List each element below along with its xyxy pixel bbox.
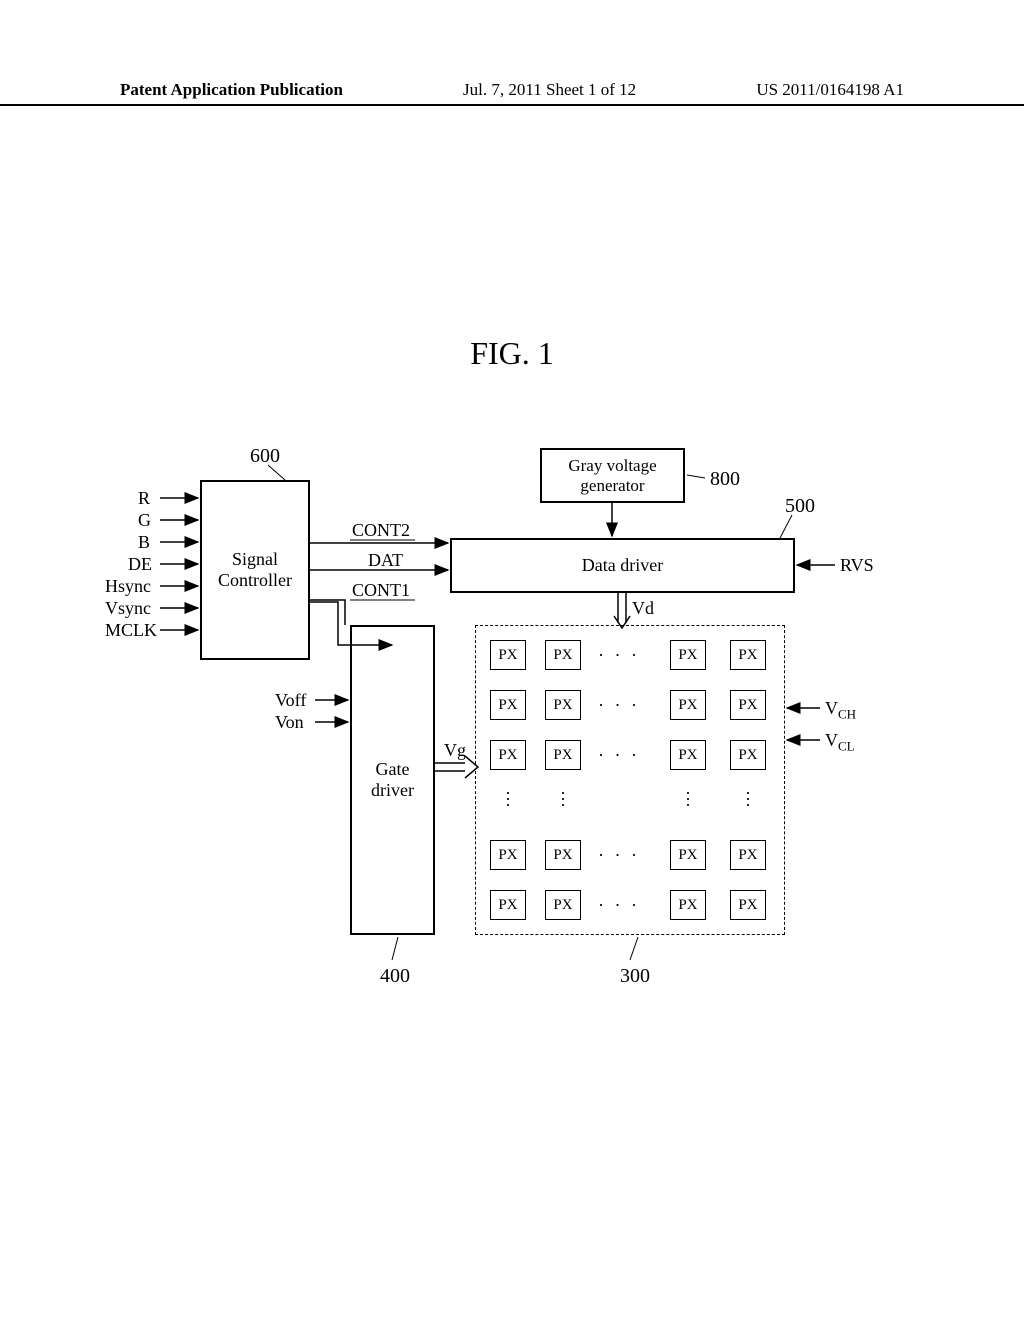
dots-v: ··· (745, 790, 751, 808)
px-cell: PX (545, 840, 581, 870)
px-cell: PX (670, 740, 706, 770)
px-cell: PX (730, 640, 766, 670)
sig-vg: Vg (444, 740, 466, 761)
sig-voff: Voff (275, 690, 306, 711)
px-cell: PX (545, 640, 581, 670)
sig-cont2: CONT2 (352, 520, 410, 541)
sig-von: Von (275, 712, 304, 733)
dots-h: · · · (598, 845, 640, 866)
ref-500: 500 (785, 495, 815, 518)
sig-vd: Vd (632, 598, 654, 619)
display-panel (475, 625, 785, 935)
sig-dat: DAT (368, 550, 403, 571)
page-header: Patent Application Publication Jul. 7, 2… (0, 80, 1024, 106)
ref-400: 400 (380, 965, 410, 988)
px-cell: PX (670, 640, 706, 670)
dots-h: · · · (598, 745, 640, 766)
gray-voltage-gen-block: Gray voltage generator (540, 448, 685, 503)
input-hsync: Hsync (105, 576, 151, 597)
input-b: B (138, 532, 150, 553)
px-cell: PX (490, 640, 526, 670)
px-cell: PX (490, 740, 526, 770)
gate-driver-line1: Gate (376, 759, 410, 780)
header-left: Patent Application Publication (120, 80, 343, 100)
gvg-line2: generator (580, 476, 644, 496)
px-cell: PX (670, 890, 706, 920)
input-de: DE (128, 554, 152, 575)
signal-controller-line1: Signal (232, 549, 278, 570)
header-right: US 2011/0164198 A1 (756, 80, 904, 100)
input-mclk: MCLK (105, 620, 157, 641)
dots-v: ··· (560, 790, 566, 808)
figure-title: FIG. 1 (0, 335, 1024, 372)
dots-h: · · · (598, 695, 640, 716)
header-middle: Jul. 7, 2011 Sheet 1 of 12 (463, 80, 636, 100)
ref-300: 300 (620, 965, 650, 988)
dots-h: · · · (598, 645, 640, 666)
px-cell: PX (490, 690, 526, 720)
sig-rvs: RVS (840, 555, 874, 576)
dots-v: ··· (505, 790, 511, 808)
sig-vch: VCH (825, 698, 856, 723)
signal-controller-block: Signal Controller (200, 480, 310, 660)
dots-h: · · · (598, 895, 640, 916)
input-g: G (138, 510, 151, 531)
input-vsync: Vsync (105, 598, 151, 619)
px-cell: PX (490, 890, 526, 920)
px-cell: PX (730, 690, 766, 720)
gvg-line1: Gray voltage (568, 456, 656, 476)
px-cell: PX (545, 740, 581, 770)
px-cell: PX (490, 840, 526, 870)
px-cell: PX (730, 740, 766, 770)
signal-controller-line2: Controller (218, 570, 292, 591)
px-cell: PX (730, 890, 766, 920)
px-cell: PX (545, 890, 581, 920)
sig-cont1: CONT1 (352, 580, 410, 601)
data-driver-block: Data driver (450, 538, 795, 593)
data-driver-label: Data driver (582, 555, 663, 576)
ref-800: 800 (710, 468, 740, 491)
gate-driver-line2: driver (371, 780, 414, 801)
sig-vcl: VCL (825, 730, 855, 755)
px-cell: PX (670, 840, 706, 870)
px-cell: PX (730, 840, 766, 870)
input-r: R (138, 488, 150, 509)
dots-v: ··· (685, 790, 691, 808)
gate-driver-block: Gate driver (350, 625, 435, 935)
px-cell: PX (545, 690, 581, 720)
px-cell: PX (670, 690, 706, 720)
block-diagram: Signal Controller 600 Gray voltage gener… (120, 430, 920, 1010)
ref-600: 600 (250, 445, 280, 468)
